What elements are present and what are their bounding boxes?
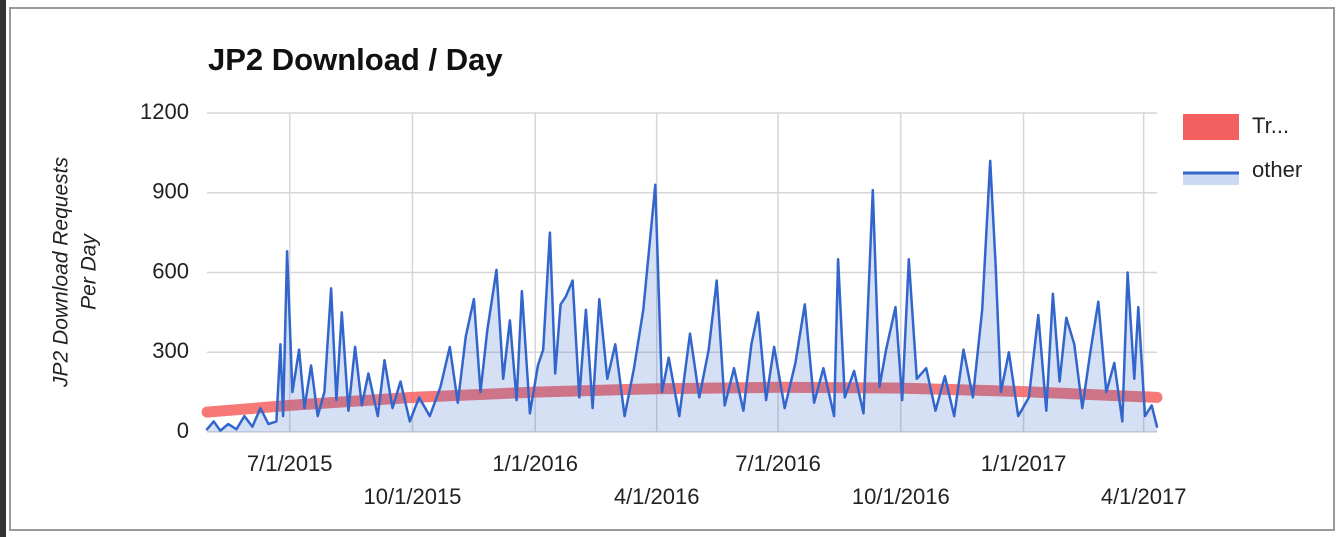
x-tick-label: 7/1/2016: [735, 451, 821, 476]
x-tick-label: 10/1/2016: [852, 484, 950, 509]
series-area: [207, 160, 1157, 432]
legend-label: Tr...: [1252, 113, 1289, 138]
trend-line: [201, 381, 1163, 418]
x-tick-label: 10/1/2015: [364, 484, 462, 509]
series-line: [205, 159, 1159, 432]
x-tick-label: 1/1/2016: [492, 451, 578, 476]
y-tick-label: 900: [152, 179, 189, 204]
chart-frame: [9, 7, 1335, 531]
y-tick-label: 300: [152, 338, 189, 363]
y-axis-label-line: JP2 Download Requests: [50, 157, 73, 388]
x-tick-label: 4/1/2016: [614, 484, 700, 509]
y-tick-label: 0: [177, 418, 189, 443]
frame-edge: [0, 0, 6, 537]
y-axis-label-line: Per Day: [78, 233, 101, 310]
x-tick-label: 4/1/2017: [1101, 484, 1187, 509]
y-tick-label: 600: [152, 258, 189, 283]
x-tick-label: 7/1/2015: [247, 451, 333, 476]
legend-label: other: [1252, 157, 1302, 182]
y-tick-label: 1200: [140, 99, 189, 124]
y-axis-label: JP2 Download Requests Per Day: [50, 157, 101, 388]
legend-swatch-area: [1183, 173, 1239, 185]
x-tick-label: 1/1/2017: [981, 451, 1067, 476]
legend-swatch: [1183, 114, 1239, 140]
chart-title: JP2 Download / Day: [208, 42, 503, 77]
